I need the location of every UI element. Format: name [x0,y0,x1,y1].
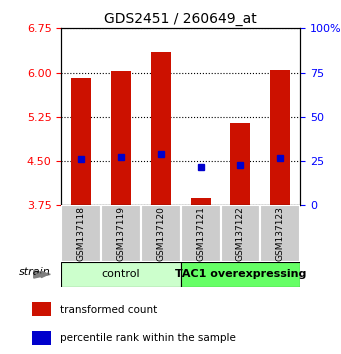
FancyBboxPatch shape [221,205,260,262]
FancyBboxPatch shape [61,262,181,287]
Text: TAC1 overexpressing: TAC1 overexpressing [175,269,306,279]
Title: GDS2451 / 260649_at: GDS2451 / 260649_at [104,12,257,26]
Bar [32,302,51,316]
Text: strain: strain [18,267,50,277]
Text: GSM137122: GSM137122 [236,206,245,261]
Text: percentile rank within the sample: percentile rank within the sample [60,333,236,343]
Polygon shape [34,270,50,278]
Text: control: control [102,269,140,279]
FancyBboxPatch shape [260,205,300,262]
FancyBboxPatch shape [181,262,300,287]
Bar [231,123,250,205]
Text: transformed count: transformed count [60,305,157,315]
Bar [111,71,131,205]
FancyBboxPatch shape [101,205,141,262]
Bar [270,70,290,205]
Text: GSM137119: GSM137119 [117,206,125,261]
Text: GSM137120: GSM137120 [156,206,165,261]
Bar [191,198,210,205]
FancyBboxPatch shape [181,205,221,262]
Bar [151,52,171,205]
FancyBboxPatch shape [141,205,181,262]
Bar [71,79,91,205]
Text: GSM137123: GSM137123 [276,206,285,261]
Bar [32,331,51,345]
Text: GSM137121: GSM137121 [196,206,205,261]
Text: GSM137118: GSM137118 [77,206,86,261]
FancyBboxPatch shape [61,205,101,262]
